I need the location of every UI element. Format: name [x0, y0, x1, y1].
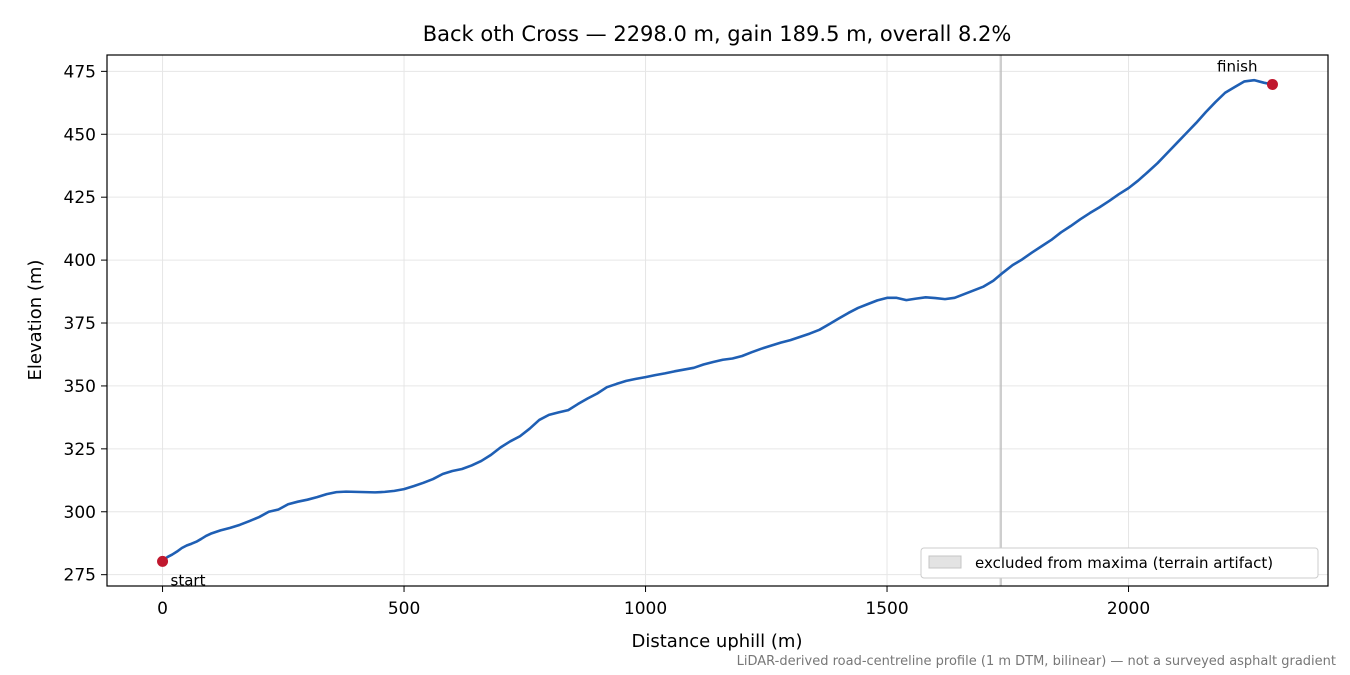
y-tick-label: 350: [64, 377, 96, 397]
x-tick-label: 1000: [624, 599, 667, 619]
y-tick-label: 325: [64, 440, 96, 460]
y-tick-label: 275: [64, 566, 96, 586]
legend-box: [920, 547, 1319, 579]
grid-lines: [107, 55, 1328, 586]
excluded-band: [999, 55, 1002, 586]
y-tick-label: 475: [64, 62, 96, 82]
y-axis-ticks: 275 300 325 350 375 400 425 450 475: [64, 62, 107, 586]
x-axis-ticks: 0 500 1000 1500 2000: [157, 586, 1150, 619]
chart-title: Back oth Cross — 2298.0 m, gain 189.5 m,…: [423, 22, 1012, 46]
finish-marker: [1266, 78, 1278, 90]
y-tick-label: 300: [64, 503, 96, 523]
legend-label: excluded from maxima (terrain artifact): [975, 554, 1273, 572]
x-tick-label: 0: [157, 599, 168, 619]
plot-frame: [106, 54, 1329, 587]
start-marker: [157, 555, 169, 567]
finish-label: finish: [1217, 57, 1257, 75]
x-axis-label: Distance uphill (m): [632, 631, 803, 652]
series-lines: [161, 78, 1273, 563]
x-tick-label: 2000: [1107, 599, 1150, 619]
footnote: LiDAR-derived road-centreline profile (1…: [737, 654, 1336, 669]
y-tick-label: 425: [64, 188, 96, 208]
endpoint-markers: start finish: [157, 57, 1278, 589]
y-tick-label: 375: [64, 314, 96, 334]
elevation-line: [161, 78, 1273, 563]
y-axis-label: Elevation (m): [25, 260, 46, 381]
start-label: start: [171, 571, 206, 589]
legend-swatch: [928, 555, 962, 569]
y-tick-label: 450: [64, 125, 96, 145]
legend: excluded from maxima (terrain artifact): [920, 547, 1319, 579]
y-tick-label: 400: [64, 251, 96, 271]
x-tick-label: 1500: [865, 599, 908, 619]
x-tick-label: 500: [388, 599, 420, 619]
excluded-band-rect: [999, 55, 1002, 586]
